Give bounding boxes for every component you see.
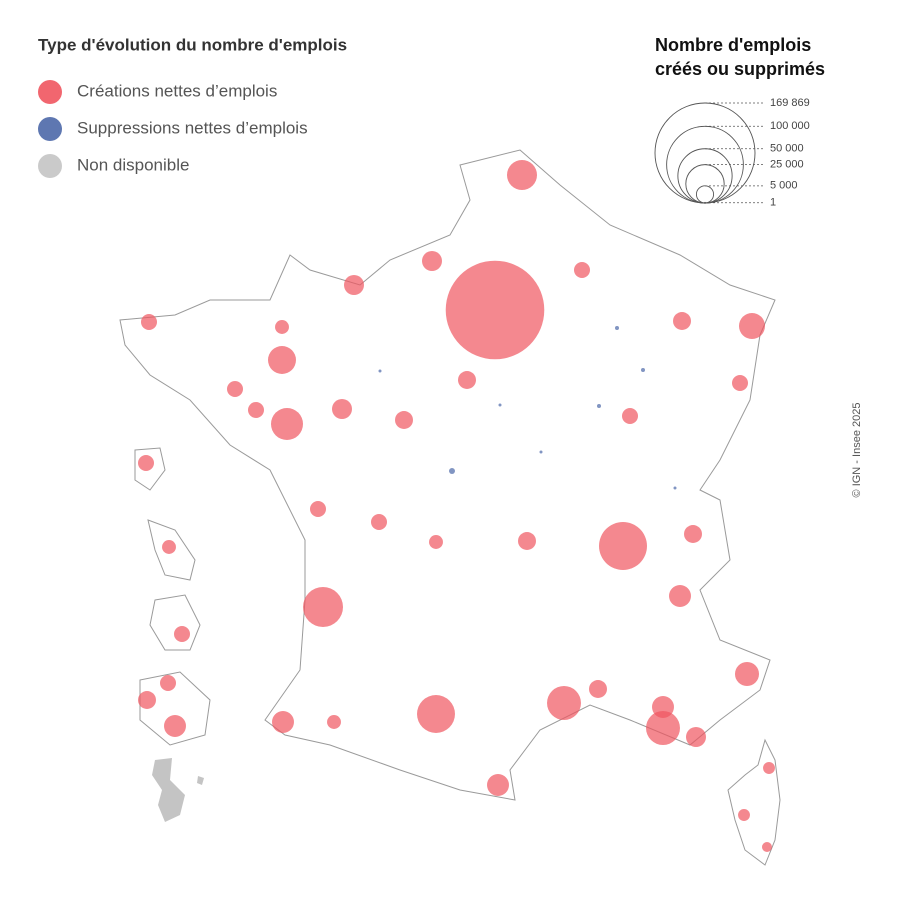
creation-bubble: [738, 809, 750, 821]
creation-bubble: [685, 726, 707, 748]
creation-bubble: [573, 261, 591, 279]
creation-bubble: [673, 312, 691, 330]
creation-bubble: [140, 313, 158, 331]
creation-bubble: [731, 374, 749, 392]
size-legend-label: 5 000: [770, 180, 798, 192]
creation-bubble: [518, 532, 536, 550]
creation-bubble: [458, 371, 476, 389]
size-legend-label: 1: [770, 197, 776, 209]
creation-bubble: [547, 686, 581, 720]
legend-label: Suppressions nettes d’emplois: [77, 118, 308, 137]
creation-bubble: [309, 500, 327, 518]
creation-bubble: [445, 260, 545, 360]
legend-swatch: [38, 117, 62, 141]
size-legend-circle: [677, 148, 733, 204]
size-legend-title: Nombre d'emplois: [655, 35, 811, 55]
creation-bubble: [506, 159, 538, 191]
creation-bubble: [164, 715, 186, 737]
creation-bubble: [173, 625, 191, 643]
size-legend-circle: [685, 164, 725, 204]
creation-bubble: [621, 407, 639, 425]
creation-bubble: [487, 774, 509, 796]
title: Type d'évolution du nombre d'emplois: [38, 35, 347, 54]
creation-bubble: [669, 585, 691, 607]
creation-bubble: [268, 346, 296, 374]
size-legend-title: créés ou supprimés: [655, 59, 825, 79]
mayotte-outline: [152, 758, 204, 822]
suppression-bubble: [378, 369, 382, 373]
creation-bubble: [421, 250, 443, 272]
creation-bubble: [738, 312, 766, 340]
suppression-bubble: [640, 367, 646, 373]
creation-bubble: [138, 691, 156, 709]
creation-bubble: [763, 762, 775, 774]
creation-bubble: [589, 680, 607, 698]
size-legend-label: 25 000: [770, 159, 804, 171]
size-legend-circle: [654, 102, 756, 204]
creation-bubble: [226, 380, 244, 398]
creation-bubble: [734, 661, 760, 687]
suppression-bubble: [614, 325, 620, 331]
suppression-bubble: [449, 468, 455, 474]
suppression-bubble: [498, 403, 502, 407]
size-legend-label: 169 869: [770, 97, 810, 109]
legend: Créations nettes d’emplois Suppressions n…: [38, 80, 308, 178]
legend-swatch: [38, 154, 62, 178]
creation-bubble: [159, 674, 177, 692]
creation-bubble: [417, 695, 455, 733]
suppression-bubble: [596, 403, 602, 409]
legend-label: Créations nettes d’emplois: [77, 81, 277, 100]
creation-bubble: [162, 540, 176, 554]
size-legend: 169 869 100 000 50 000 25 000 5 000 1: [654, 97, 810, 209]
creation-bubble: [272, 711, 294, 733]
mainland: [119, 149, 781, 866]
creation-bubble: [270, 407, 304, 441]
creation-bubble: [302, 586, 344, 628]
france-outline: [119, 149, 776, 801]
creation-bubble: [599, 522, 647, 570]
creation-bubble: [429, 535, 443, 549]
creation-bubble: [275, 320, 289, 334]
size-legend-circle: [695, 185, 715, 204]
size-legend-label: 100 000: [770, 120, 810, 132]
reunion-outline: [139, 671, 211, 746]
creation-bubble: [247, 401, 265, 419]
suppression-bubble: [539, 450, 543, 454]
legend-label: Non disponible: [77, 155, 189, 174]
suppression-bubble: [673, 486, 677, 490]
corsica-outline: [727, 738, 781, 866]
legend-swatch: [38, 80, 62, 104]
creation-bubble: [343, 274, 365, 296]
creation-bubble: [652, 696, 674, 718]
creation-bubble: [137, 454, 155, 472]
creation-bubble: [331, 398, 353, 420]
size-legend-label: 50 000: [770, 143, 804, 155]
creation-bubble: [395, 411, 413, 429]
creation-bubble: [646, 711, 680, 745]
creation-bubble: [370, 513, 388, 531]
creation-bubble: [684, 525, 702, 543]
bubbles: [137, 159, 775, 853]
credit: © IGN - Insee 2025: [851, 403, 863, 498]
creation-bubble: [761, 841, 773, 853]
guyane-outline: [149, 594, 201, 651]
creation-bubble: [327, 715, 341, 729]
